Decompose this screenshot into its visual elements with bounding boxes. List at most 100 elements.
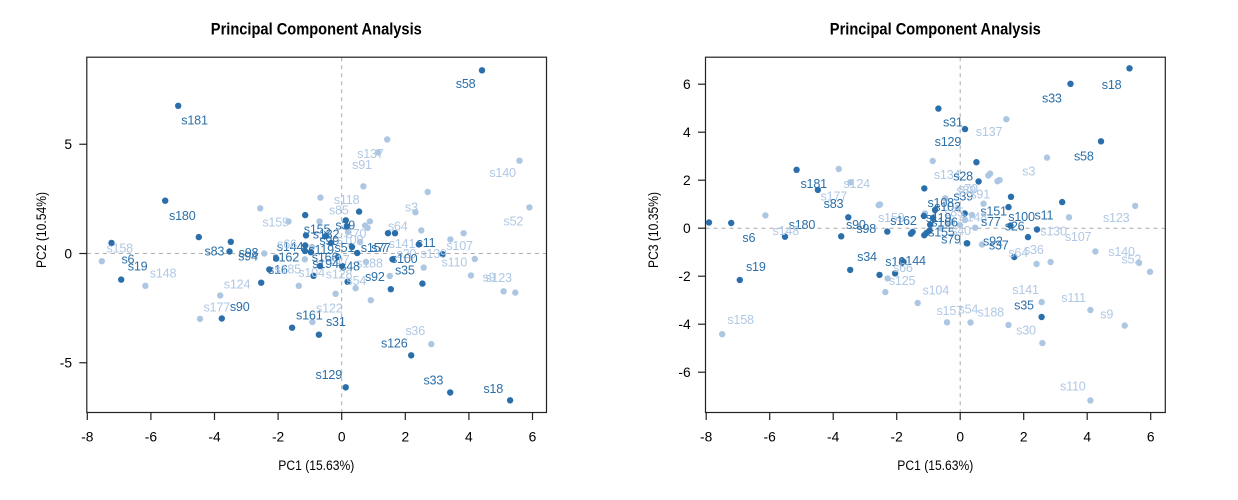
svg-text:s159: s159 — [262, 216, 289, 230]
svg-text:-4: -4 — [678, 317, 691, 332]
svg-text:s39: s39 — [335, 219, 355, 233]
svg-text:s129: s129 — [935, 135, 962, 149]
svg-text:s100: s100 — [391, 252, 418, 266]
svg-text:-2: -2 — [678, 269, 690, 284]
svg-text:s161: s161 — [296, 309, 323, 323]
svg-text:s119: s119 — [926, 211, 952, 225]
svg-text:s92: s92 — [983, 234, 1003, 248]
svg-text:-2: -2 — [272, 430, 284, 445]
svg-text:s94: s94 — [238, 250, 258, 264]
svg-text:s64: s64 — [1008, 246, 1028, 260]
svg-text:s98: s98 — [239, 246, 259, 260]
svg-text:s99: s99 — [319, 234, 339, 248]
svg-text:0: 0 — [956, 430, 964, 445]
svg-text:s118: s118 — [334, 193, 360, 207]
svg-text:s39: s39 — [953, 190, 973, 204]
svg-text:s110: s110 — [1060, 379, 1086, 393]
svg-text:s52: s52 — [504, 214, 524, 228]
svg-text:s181: s181 — [181, 114, 208, 128]
svg-text:s33: s33 — [1042, 91, 1062, 105]
svg-text:0: 0 — [64, 246, 72, 261]
svg-text:s123: s123 — [1103, 211, 1130, 225]
svg-text:s52: s52 — [1121, 253, 1141, 267]
svg-text:0: 0 — [338, 430, 346, 445]
svg-text:s58: s58 — [1074, 150, 1094, 164]
svg-text:s40: s40 — [951, 224, 971, 238]
svg-text:s130: s130 — [1040, 224, 1067, 238]
svg-text:s54: s54 — [959, 303, 979, 317]
svg-text:s16: s16 — [885, 255, 905, 269]
svg-text:s137: s137 — [357, 147, 384, 161]
svg-text:s34: s34 — [857, 250, 877, 264]
svg-text:s3: s3 — [405, 201, 418, 215]
svg-text:s19: s19 — [746, 260, 766, 274]
svg-text:s107: s107 — [1065, 230, 1092, 244]
svg-text:s166: s166 — [931, 216, 958, 230]
svg-text:PC1 (15.63%): PC1 (15.63%) — [897, 458, 973, 473]
svg-text:s28: s28 — [953, 169, 973, 183]
svg-text:s102: s102 — [934, 200, 961, 214]
svg-text:s70: s70 — [347, 227, 367, 241]
svg-text:s141: s141 — [389, 237, 416, 251]
svg-text:s92: s92 — [365, 270, 385, 284]
svg-text:s104: s104 — [923, 284, 950, 298]
svg-text:s91: s91 — [352, 158, 372, 172]
svg-text:s124: s124 — [843, 177, 870, 191]
svg-text:s148: s148 — [150, 266, 177, 280]
svg-text:5: 5 — [64, 137, 72, 152]
svg-text:s123: s123 — [485, 271, 512, 285]
svg-text:s107: s107 — [446, 239, 473, 253]
svg-text:s66: s66 — [277, 238, 297, 252]
svg-text:s137: s137 — [976, 125, 1003, 139]
svg-text:s77: s77 — [981, 215, 1001, 229]
svg-text:s33: s33 — [423, 373, 443, 387]
svg-text:s18: s18 — [483, 382, 503, 396]
svg-text:s26: s26 — [1005, 220, 1025, 234]
svg-text:-5: -5 — [60, 356, 73, 371]
svg-text:s104: s104 — [298, 266, 325, 280]
svg-text:s158: s158 — [727, 313, 754, 327]
svg-text:s98: s98 — [856, 222, 876, 236]
svg-text:s64: s64 — [388, 219, 408, 233]
svg-text:PC3 (10.35%): PC3 (10.35%) — [646, 192, 661, 268]
svg-text:s37: s37 — [989, 238, 1009, 252]
svg-text:s157: s157 — [936, 304, 963, 318]
svg-text:s162: s162 — [273, 251, 300, 265]
svg-text:s17: s17 — [330, 253, 350, 267]
svg-text:s148: s148 — [961, 210, 988, 224]
svg-text:s177: s177 — [821, 189, 848, 203]
svg-text:s90: s90 — [846, 218, 866, 232]
svg-text:s89: s89 — [956, 183, 976, 197]
svg-text:-6: -6 — [678, 365, 691, 380]
svg-text:Principal Component Analysis: Principal Component Analysis — [211, 20, 422, 39]
svg-text:4: 4 — [683, 125, 691, 140]
svg-text:s155: s155 — [928, 226, 955, 240]
svg-text:2: 2 — [1020, 430, 1028, 445]
svg-text:Principal Component Analysis: Principal Component Analysis — [830, 20, 1041, 39]
svg-text:s151: s151 — [980, 204, 1007, 218]
svg-text:6: 6 — [683, 77, 691, 92]
svg-text:s126: s126 — [381, 337, 408, 351]
svg-text:s85: s85 — [329, 204, 349, 218]
svg-text:-8: -8 — [700, 430, 713, 445]
svg-text:s6: s6 — [121, 252, 134, 266]
svg-text:4: 4 — [1083, 430, 1091, 445]
svg-text:s128: s128 — [326, 267, 353, 281]
svg-text:s6: s6 — [742, 231, 755, 245]
svg-text:s20: s20 — [397, 247, 417, 261]
svg-text:s109: s109 — [337, 233, 364, 247]
svg-text:s108: s108 — [927, 196, 954, 210]
svg-text:s30: s30 — [1016, 323, 1036, 337]
svg-text:s16: s16 — [268, 263, 288, 277]
svg-text:s91: s91 — [970, 188, 990, 202]
svg-text:s77: s77 — [371, 241, 391, 255]
svg-text:s70: s70 — [958, 182, 978, 196]
svg-text:s166: s166 — [312, 250, 339, 264]
svg-text:s144: s144 — [899, 254, 926, 268]
svg-text:s141: s141 — [1012, 283, 1039, 297]
svg-text:s51: s51 — [335, 241, 355, 255]
svg-text:2: 2 — [683, 173, 691, 188]
svg-text:s36: s36 — [405, 324, 425, 338]
svg-text:s18: s18 — [1102, 78, 1122, 92]
svg-text:s100: s100 — [1008, 210, 1035, 224]
